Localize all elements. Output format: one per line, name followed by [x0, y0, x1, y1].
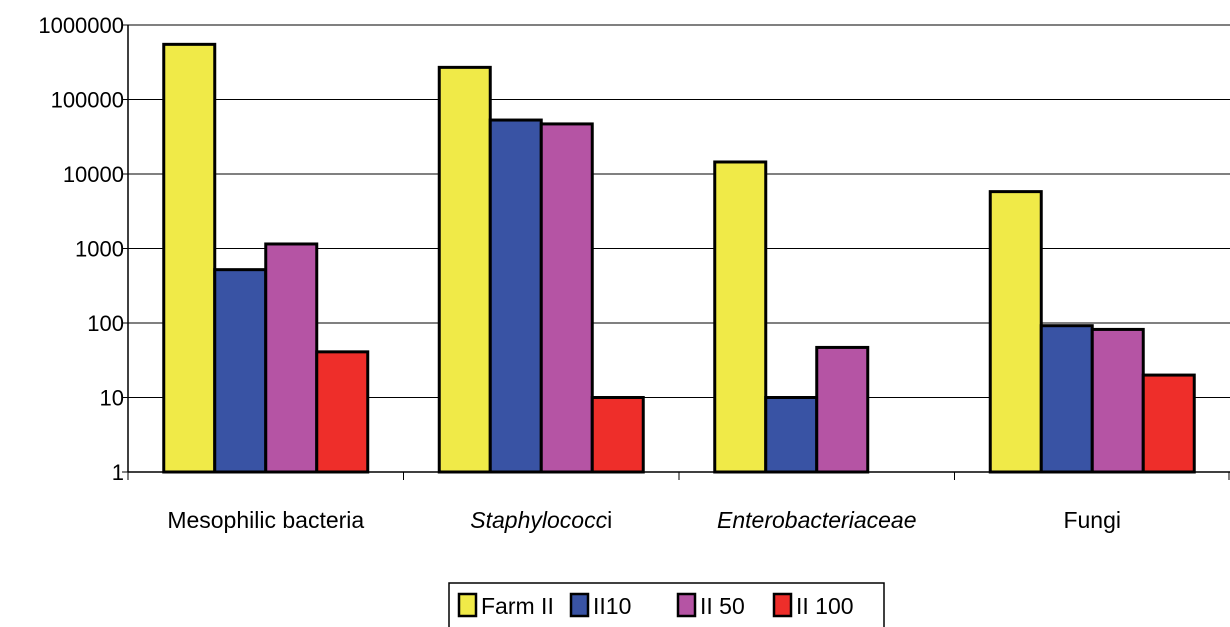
bar — [988, 190, 1043, 474]
bar — [1090, 327, 1145, 474]
bar — [162, 42, 217, 474]
category-label: Staphylococci — [470, 507, 612, 533]
legend-label: II 50 — [700, 593, 745, 619]
y-tick-labels: 1 10 100 1000 10000 100000 1000000 — [38, 13, 124, 485]
y-tick-label: 1000000 — [38, 13, 124, 38]
axes — [122, 24, 1230, 480]
bar — [713, 160, 768, 474]
bar — [488, 118, 543, 474]
bar — [264, 242, 319, 474]
legend-swatch — [569, 592, 590, 618]
y-tick-label: 100000 — [51, 88, 124, 113]
legend: Farm II II10 II 50 II 100 — [448, 582, 885, 627]
legend-swatch — [676, 592, 697, 618]
y-tick-label: 1000 — [75, 237, 124, 262]
x-category-labels: Mesophilic bacteria Staphylococci Enteroba… — [167, 507, 1121, 533]
legend-swatch — [772, 592, 793, 618]
bar — [1141, 373, 1196, 474]
y-tick-label: 10000 — [63, 162, 124, 187]
category-label: Fungi — [1063, 507, 1121, 533]
bar — [764, 396, 819, 474]
bars — [162, 42, 1196, 474]
legend-label: II10 — [593, 593, 631, 619]
bar — [437, 65, 492, 474]
category-label: Mesophilic bacteria — [167, 507, 364, 533]
legend-label: Farm II — [481, 593, 554, 619]
y-tick-label: 10 — [100, 386, 124, 411]
legend-swatch — [457, 592, 478, 618]
y-tick-label: 100 — [87, 311, 124, 336]
bar — [815, 345, 870, 474]
category-label: Enterobacteriaceae — [717, 507, 916, 533]
y-tick-label: 1 — [112, 460, 124, 485]
bar — [315, 350, 370, 474]
legend-label: II 100 — [796, 593, 854, 619]
bar — [590, 396, 645, 474]
bar — [539, 122, 594, 474]
bar — [1039, 324, 1094, 474]
legend-box — [448, 582, 885, 627]
bar — [213, 268, 268, 474]
